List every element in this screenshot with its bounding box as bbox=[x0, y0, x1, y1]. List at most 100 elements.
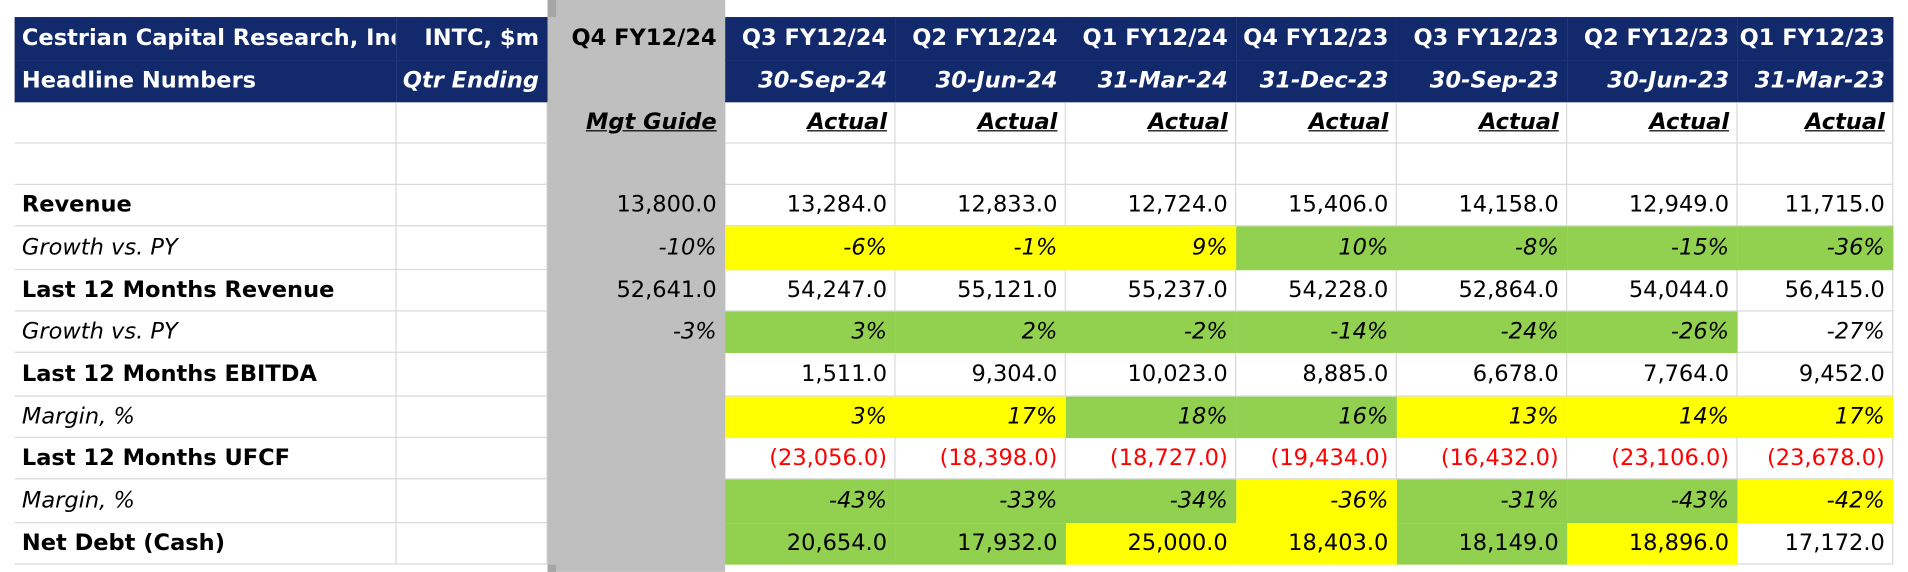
blank-cell bbox=[725, 143, 896, 185]
value-cell: -8% bbox=[1396, 226, 1568, 271]
value-cell: 12,724.0 bbox=[1065, 184, 1237, 227]
blank-cell bbox=[1737, 143, 1894, 185]
value-cell: 1,511.0 bbox=[725, 352, 896, 397]
date-header: 30-Jun-23 bbox=[1567, 60, 1738, 103]
value-cell: 13% bbox=[1396, 396, 1568, 439]
column-kind: Actual bbox=[1567, 102, 1738, 144]
value-cell: 52,864.0 bbox=[1396, 270, 1568, 312]
blank-cell bbox=[1567, 143, 1738, 185]
value-cell: 20,654.0 bbox=[725, 523, 896, 565]
value-cell: (19,434.0) bbox=[1236, 438, 1397, 480]
ticker: INTC, $m bbox=[396, 17, 548, 61]
date-header: 31-Dec-23 bbox=[1236, 60, 1397, 103]
value-cell: 18,149.0 bbox=[1396, 523, 1568, 565]
value-cell: 13,284.0 bbox=[725, 184, 896, 227]
value-cell: (23,678.0) bbox=[1737, 438, 1894, 480]
value-cell: 16% bbox=[1236, 396, 1397, 439]
blank-cell bbox=[396, 226, 548, 271]
value-cell: 2% bbox=[895, 311, 1066, 353]
value-cell: 56,415.0 bbox=[1737, 270, 1894, 312]
value-cell: 13,800.0 bbox=[547, 184, 726, 227]
value-cell: 17% bbox=[895, 396, 1066, 439]
row-label: Growth vs. PY bbox=[14, 311, 397, 353]
column-kind: Actual bbox=[1065, 102, 1237, 144]
value-cell: 8,885.0 bbox=[1236, 352, 1397, 397]
row-label: Margin, % bbox=[14, 479, 397, 524]
column-kind: Actual bbox=[895, 102, 1066, 144]
blank-cell bbox=[396, 479, 548, 524]
value-cell: 25,000.0 bbox=[1065, 523, 1237, 565]
quarter-header: Q4 FY12/23 bbox=[1236, 17, 1397, 61]
column-kind: Actual bbox=[1396, 102, 1568, 144]
value-cell: 55,121.0 bbox=[895, 270, 1066, 312]
value-cell: 10% bbox=[1236, 226, 1397, 271]
value-cell: (23,106.0) bbox=[1567, 438, 1738, 480]
blank-cell bbox=[396, 143, 548, 185]
column-kind: Actual bbox=[725, 102, 896, 144]
value-cell bbox=[547, 396, 726, 439]
row-label: Last 12 Months EBITDA bbox=[14, 352, 397, 397]
value-cell: -1% bbox=[895, 226, 1066, 271]
value-cell: 55,237.0 bbox=[1065, 270, 1237, 312]
value-cell: -6% bbox=[725, 226, 896, 271]
value-cell bbox=[547, 523, 726, 565]
date-header: 30-Jun-24 bbox=[895, 60, 1066, 103]
row-label: Last 12 Months Revenue bbox=[14, 270, 397, 312]
value-cell: -24% bbox=[1396, 311, 1568, 353]
value-cell: 54,044.0 bbox=[1567, 270, 1738, 312]
subtitle: Headline Numbers bbox=[14, 60, 397, 103]
date-header: 30-Sep-23 bbox=[1396, 60, 1568, 103]
value-cell: (18,398.0) bbox=[895, 438, 1066, 480]
value-cell: 18,403.0 bbox=[1236, 523, 1397, 565]
value-cell: -15% bbox=[1567, 226, 1738, 271]
value-cell: (18,727.0) bbox=[1065, 438, 1237, 480]
quarter-header: Q4 FY12/24 bbox=[547, 17, 726, 61]
value-cell: -14% bbox=[1236, 311, 1397, 353]
quarter-header: Q2 FY12/23 bbox=[1567, 17, 1738, 61]
value-cell: -43% bbox=[725, 479, 896, 524]
value-cell: -31% bbox=[1396, 479, 1568, 524]
value-cell: 7,764.0 bbox=[1567, 352, 1738, 397]
value-cell: (23,056.0) bbox=[725, 438, 896, 480]
value-cell: 3% bbox=[725, 311, 896, 353]
row-label: Net Debt (Cash) bbox=[14, 523, 397, 565]
blank-cell bbox=[396, 311, 548, 353]
value-cell: 54,247.0 bbox=[725, 270, 896, 312]
value-cell: -2% bbox=[1065, 311, 1237, 353]
row-label: Growth vs. PY bbox=[14, 226, 397, 271]
value-cell: 18,896.0 bbox=[1567, 523, 1738, 565]
value-cell: 11,715.0 bbox=[1737, 184, 1894, 227]
date-header: 30-Sep-24 bbox=[725, 60, 896, 103]
period-label: Qtr Ending bbox=[396, 60, 548, 103]
value-cell: 6,678.0 bbox=[1396, 352, 1568, 397]
value-cell: -27% bbox=[1737, 311, 1894, 353]
column-kind: Actual bbox=[1737, 102, 1894, 144]
value-cell: -33% bbox=[895, 479, 1066, 524]
quarter-header: Q2 FY12/24 bbox=[895, 17, 1066, 61]
value-cell: 17,172.0 bbox=[1737, 523, 1894, 565]
value-cell: 9,452.0 bbox=[1737, 352, 1894, 397]
value-cell: 3% bbox=[725, 396, 896, 439]
value-cell: (16,432.0) bbox=[1396, 438, 1568, 480]
blank-cell bbox=[396, 184, 548, 227]
value-cell bbox=[547, 352, 726, 397]
blank-cell bbox=[396, 396, 548, 439]
value-cell: 52,641.0 bbox=[547, 270, 726, 312]
blank-cell bbox=[1396, 143, 1568, 185]
blank-cell bbox=[14, 102, 397, 144]
quarter-header: Q3 FY12/24 bbox=[725, 17, 896, 61]
row-label: Revenue bbox=[14, 184, 397, 227]
value-cell: -26% bbox=[1567, 311, 1738, 353]
quarter-header: Q3 FY12/23 bbox=[1396, 17, 1568, 61]
quarter-header: Q1 FY12/24 bbox=[1065, 17, 1237, 61]
company: Cestrian Capital Research, Inc bbox=[14, 17, 397, 61]
value-cell: -36% bbox=[1236, 479, 1397, 524]
value-cell: 17% bbox=[1737, 396, 1894, 439]
row-label: Margin, % bbox=[14, 396, 397, 439]
value-cell bbox=[547, 438, 726, 480]
blank-cell bbox=[396, 438, 548, 480]
value-cell: 9% bbox=[1065, 226, 1237, 271]
value-cell: 14,158.0 bbox=[1396, 184, 1568, 227]
